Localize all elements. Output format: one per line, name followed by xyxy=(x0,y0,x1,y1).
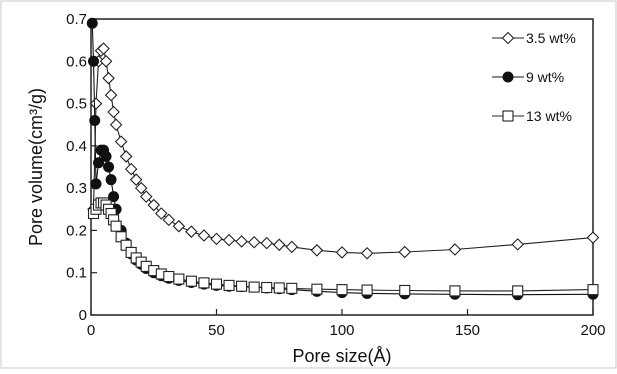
data-point xyxy=(310,244,324,257)
x-axis-ticks: 0 50 100 150 200 xyxy=(87,309,606,339)
data-point xyxy=(197,229,211,242)
data-point xyxy=(449,285,461,297)
legend-marker xyxy=(501,31,515,45)
data-point xyxy=(511,238,524,251)
legend-item: 9 wt% xyxy=(492,69,564,85)
legend-label: 9 wt% xyxy=(526,69,564,85)
data-point xyxy=(586,231,600,244)
legend-item: 13 wt% xyxy=(492,108,572,124)
y-tick-label: 0.3 xyxy=(66,180,87,197)
data-point xyxy=(173,273,185,285)
data-point xyxy=(398,245,412,259)
y-tick-label: 0.1 xyxy=(66,265,87,282)
y-tick-label: 0 xyxy=(79,307,87,324)
data-point xyxy=(587,284,599,296)
data-point xyxy=(248,281,260,293)
data-point xyxy=(103,161,115,173)
data-point xyxy=(261,281,273,294)
data-point xyxy=(361,284,373,296)
data-point xyxy=(89,114,101,126)
data-point xyxy=(512,285,524,297)
data-point xyxy=(102,71,115,85)
data-point xyxy=(139,190,153,203)
y-axis-ticks: 0 0.1 0.2 0.3 0.4 0.5 0.6 0.7 xyxy=(66,11,97,324)
x-axis-title: Pore size(Å) xyxy=(292,346,391,366)
data-point xyxy=(97,42,110,55)
data-point xyxy=(86,17,98,29)
data-point xyxy=(336,284,348,296)
data-point xyxy=(88,55,100,67)
data-point xyxy=(104,88,118,102)
data-point xyxy=(93,157,105,169)
legend: 3.5 wt% 9 wt% 13 wt% xyxy=(492,30,576,124)
data-point xyxy=(108,191,120,203)
data-point xyxy=(172,219,186,233)
data-point xyxy=(163,270,175,283)
legend-label: 13 wt% xyxy=(526,108,572,124)
y-tick-label: 0.2 xyxy=(66,222,87,239)
data-point xyxy=(100,150,112,162)
data-point xyxy=(99,55,113,68)
data-point xyxy=(260,236,273,250)
data-point xyxy=(107,105,120,119)
data-point xyxy=(162,213,176,227)
data-point xyxy=(119,150,133,163)
data-point xyxy=(90,178,102,190)
legend-marker xyxy=(502,71,514,83)
x-tick-label: 200 xyxy=(580,322,605,339)
data-point xyxy=(272,238,286,252)
data-point xyxy=(185,225,198,238)
data-point xyxy=(110,220,122,232)
data-point xyxy=(286,282,298,294)
data-point xyxy=(399,284,411,297)
y-axis-title: Pore volume(cm³/g) xyxy=(26,88,46,246)
data-point xyxy=(311,283,323,295)
legend-label: 3.5 wt% xyxy=(526,30,576,46)
data-point xyxy=(210,232,223,246)
data-point xyxy=(360,246,374,260)
legend-item: 3.5 wt% xyxy=(492,30,576,46)
data-point xyxy=(155,207,168,220)
data-point xyxy=(129,173,143,186)
y-tick-label: 0.6 xyxy=(66,53,87,70)
x-tick-label: 0 xyxy=(87,322,95,339)
data-point xyxy=(223,279,235,291)
data-point xyxy=(210,278,223,290)
y-tick-label: 0.5 xyxy=(66,96,87,113)
y-tick-label: 0.7 xyxy=(66,11,87,28)
x-tick-label: 150 xyxy=(455,322,480,339)
x-tick-label: 100 xyxy=(329,322,354,339)
series-layer xyxy=(86,17,600,301)
data-point xyxy=(134,181,148,195)
data-point xyxy=(273,282,285,294)
data-point xyxy=(147,198,161,212)
data-point xyxy=(105,174,117,186)
data-point xyxy=(222,233,236,247)
data-point xyxy=(124,162,138,176)
data-point xyxy=(185,275,197,287)
data-point xyxy=(89,97,103,110)
data-point xyxy=(285,240,299,254)
data-point xyxy=(335,246,349,259)
data-point xyxy=(236,280,248,292)
data-point xyxy=(235,235,248,248)
series-3 xyxy=(87,197,599,297)
legend-marker xyxy=(502,110,514,122)
x-tick-label: 50 xyxy=(208,322,225,339)
data-point xyxy=(448,243,462,256)
data-point xyxy=(247,235,261,249)
data-point xyxy=(109,118,123,131)
data-point xyxy=(114,135,128,148)
y-tick-label: 0.4 xyxy=(66,138,87,155)
data-point xyxy=(198,277,210,289)
